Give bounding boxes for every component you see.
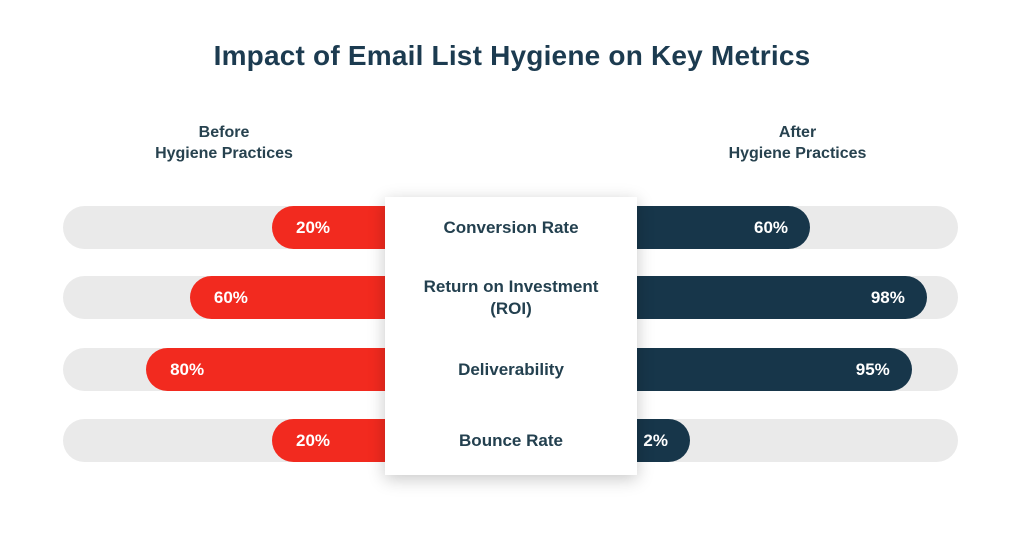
after-bar: 2%: [637, 419, 690, 462]
after-track: 2%: [637, 419, 958, 462]
bar-value-label: 60%: [753, 217, 789, 237]
center-panel: Conversion Rate Return on Investment (RO…: [385, 197, 637, 475]
chart-row: 20% 2%: [0, 419, 1024, 462]
metric-label: Return on Investment (ROI): [423, 277, 599, 318]
after-bar: 95%: [637, 348, 912, 391]
before-track: 20%: [63, 206, 385, 249]
before-bar: 20%: [271, 206, 385, 249]
after-track: 60%: [637, 206, 958, 249]
before-bar: 60%: [189, 276, 385, 319]
chart-row: 80% 95%: [0, 348, 1024, 391]
bar-value-label: 98%: [870, 287, 905, 307]
metric-label: Deliverability: [458, 360, 564, 379]
before-track: 20%: [63, 419, 385, 462]
after-header-line1: After: [778, 124, 817, 141]
before-track: 80%: [63, 348, 385, 391]
before-bar: 80%: [146, 348, 385, 391]
metric-label: Conversion Rate: [443, 218, 579, 237]
after-track: 98%: [637, 276, 958, 319]
bar-value-label: 95%: [855, 359, 890, 379]
metric-label: Bounce Rate: [459, 431, 563, 450]
before-column-header: Before Hygiene Practices: [63, 122, 385, 164]
before-bar: 20%: [271, 419, 385, 462]
after-bar: 98%: [637, 276, 927, 319]
bar-value-label: 20%: [295, 217, 331, 237]
page-title: Impact of Email List Hygiene on Key Metr…: [213, 40, 811, 71]
after-bar: 60%: [637, 206, 811, 249]
bar-value-label: 2%: [643, 430, 668, 450]
chart-row: 60% 98%: [0, 276, 1024, 319]
bar-value-label: 80%: [170, 359, 205, 379]
before-track: 60%: [63, 276, 385, 319]
after-header-line2: Hygiene Practices: [728, 145, 867, 162]
chart-row: 20% 60%: [0, 206, 1024, 249]
after-column-header: After Hygiene Practices: [637, 122, 958, 164]
before-header-line2: Hygiene Practices: [155, 145, 293, 162]
bar-value-label: 20%: [295, 430, 331, 450]
bar-value-label: 60%: [213, 287, 248, 307]
after-track: 95%: [637, 348, 958, 391]
before-header-line1: Before: [198, 124, 250, 141]
